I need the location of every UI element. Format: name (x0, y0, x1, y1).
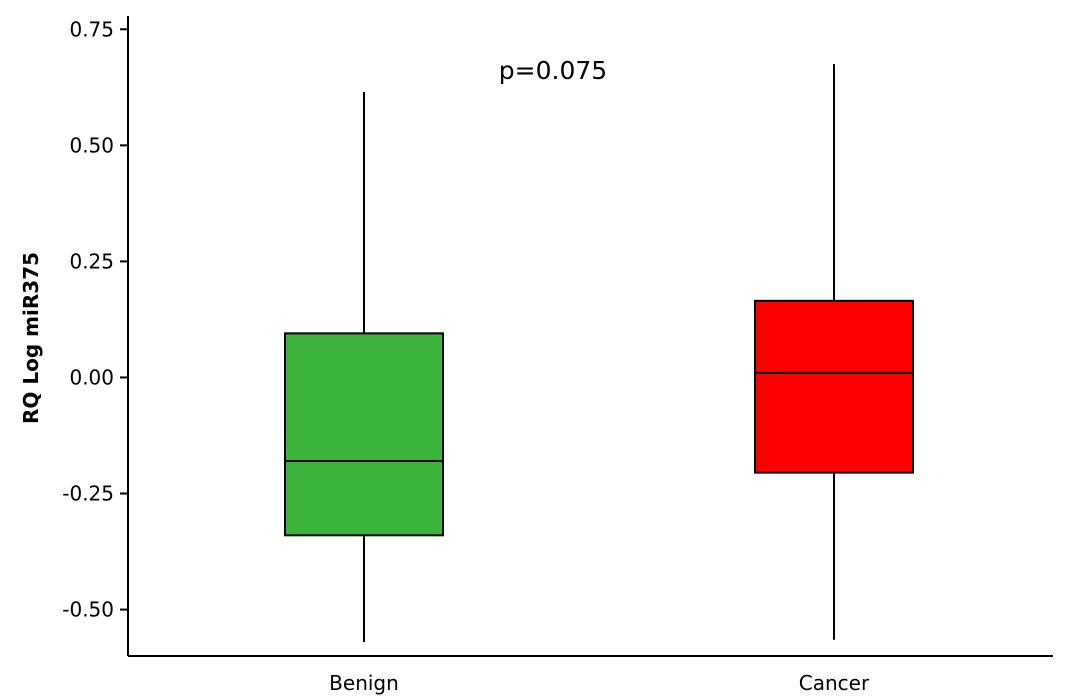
p-value-annotation: p=0.075 (499, 56, 607, 85)
iqr-box (754, 299, 914, 474)
boxes (284, 64, 914, 643)
axes (127, 16, 1053, 657)
y-tick-label: 0.00 (69, 365, 114, 389)
y-tick-label: 0.25 (69, 249, 114, 273)
y-tick-label: 0.75 (69, 17, 114, 41)
y-tick-label: -0.50 (62, 598, 114, 622)
y-tick-label: -0.25 (62, 482, 114, 506)
y-axis-label: RQ Log miR375 (19, 252, 43, 424)
category-labels: Benign Cancer (329, 671, 870, 695)
box-cancer (754, 64, 914, 640)
y-tick-label: 0.50 (69, 133, 114, 157)
category-label-benign: Benign (329, 671, 399, 695)
box-benign (284, 91, 444, 643)
y-ticks: -0.50 -0.25 0.00 0.25 0.50 0.75 (62, 17, 128, 622)
iqr-box (284, 332, 444, 537)
category-label-cancer: Cancer (799, 671, 870, 695)
